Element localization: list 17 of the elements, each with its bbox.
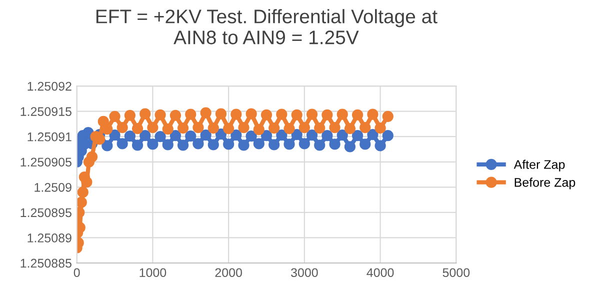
legend-label: Before Zap	[514, 178, 576, 190]
y-tick-label: 1.25089	[28, 234, 72, 242]
y-tick-label: 1.25091	[28, 132, 72, 142]
y-tick-label: 1.250905	[20, 158, 72, 167]
x-tick-label: 1000	[140, 268, 166, 278]
y-tick-label: 1.250885	[20, 258, 72, 268]
x-tick-label: 5000	[442, 268, 470, 278]
x-tick-label: 3000	[291, 268, 318, 278]
chart-title: EFT = +2KV Test. Differential Voltage at AIN8 to AIN9 = 1.25V	[96, 9, 438, 44]
y-tick-label: 1.250895	[20, 208, 72, 218]
x-tick-label: 4000	[366, 268, 394, 278]
y-tick-label: 1.2509	[34, 182, 72, 192]
y-tick-label: 1.250915	[20, 107, 72, 116]
legend-label: After Zap	[514, 160, 565, 172]
x-tick-label: 2000	[215, 268, 242, 278]
x-tick-label: 0	[74, 268, 80, 278]
y-tick-label: 1.25092	[28, 82, 72, 91]
